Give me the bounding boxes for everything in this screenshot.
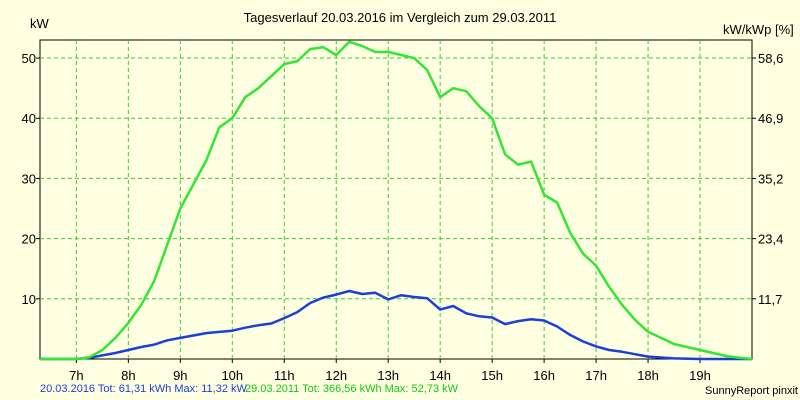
- x-tick-label: 7h: [69, 368, 83, 383]
- y-axis-label-right: kW/kWp [%]: [723, 22, 794, 37]
- y-axis-label-left: kW: [30, 16, 49, 31]
- y-tick-label-right: 35,2: [758, 171, 783, 186]
- x-tick-label: 9h: [173, 368, 187, 383]
- x-tick-label: 17h: [585, 368, 607, 383]
- y-tick-label-left: 40: [22, 111, 36, 126]
- series-line-1: [40, 289, 752, 361]
- y-tick-label-right: 23,4: [758, 232, 783, 247]
- chart-title: Tagesverlauf 20.03.2016 im Vergleich zum…: [243, 10, 557, 25]
- x-tick-label: 14h: [429, 368, 451, 383]
- y-tick-label-left: 30: [22, 171, 36, 186]
- x-tick-label: 8h: [121, 368, 135, 383]
- series-layer: [40, 40, 753, 361]
- y-tick-label-left: 20: [22, 232, 36, 247]
- y-tick-label-right: 11,7: [758, 292, 782, 307]
- x-tick-label: 10h: [221, 368, 243, 383]
- x-tick-label: 15h: [481, 368, 503, 383]
- y-tick-label-left: 10: [22, 292, 36, 307]
- legend-series-1: 20.03.2016 Tot: 61,31 kWh Max: 11,32 kW: [40, 383, 247, 395]
- legend-series-2: 29.03.2011 Tot: 366,56 kWh Max: 52,73 kW: [245, 383, 458, 395]
- axis-ticks: 7h 8h 9h 10h 11h 12h 13h 14h 15h 16h 17h 18h 19h 10 11…: [22, 51, 784, 383]
- x-tick-label: 11h: [274, 368, 295, 383]
- plot-area: [39, 39, 753, 360]
- y-tick-label-left: 50: [22, 51, 36, 66]
- credit-text: SunnyReport pinxit: [705, 385, 798, 397]
- x-tick-label: 12h: [325, 368, 347, 383]
- x-tick-label: 19h: [689, 368, 711, 383]
- series-line-2: [40, 40, 753, 361]
- x-tick-label: 13h: [377, 368, 399, 383]
- y-tick-label-right: 46,9: [758, 111, 783, 126]
- x-tick-label: 18h: [637, 368, 659, 383]
- x-tick-label: 16h: [533, 368, 555, 383]
- y-tick-label-right: 58,6: [758, 51, 783, 66]
